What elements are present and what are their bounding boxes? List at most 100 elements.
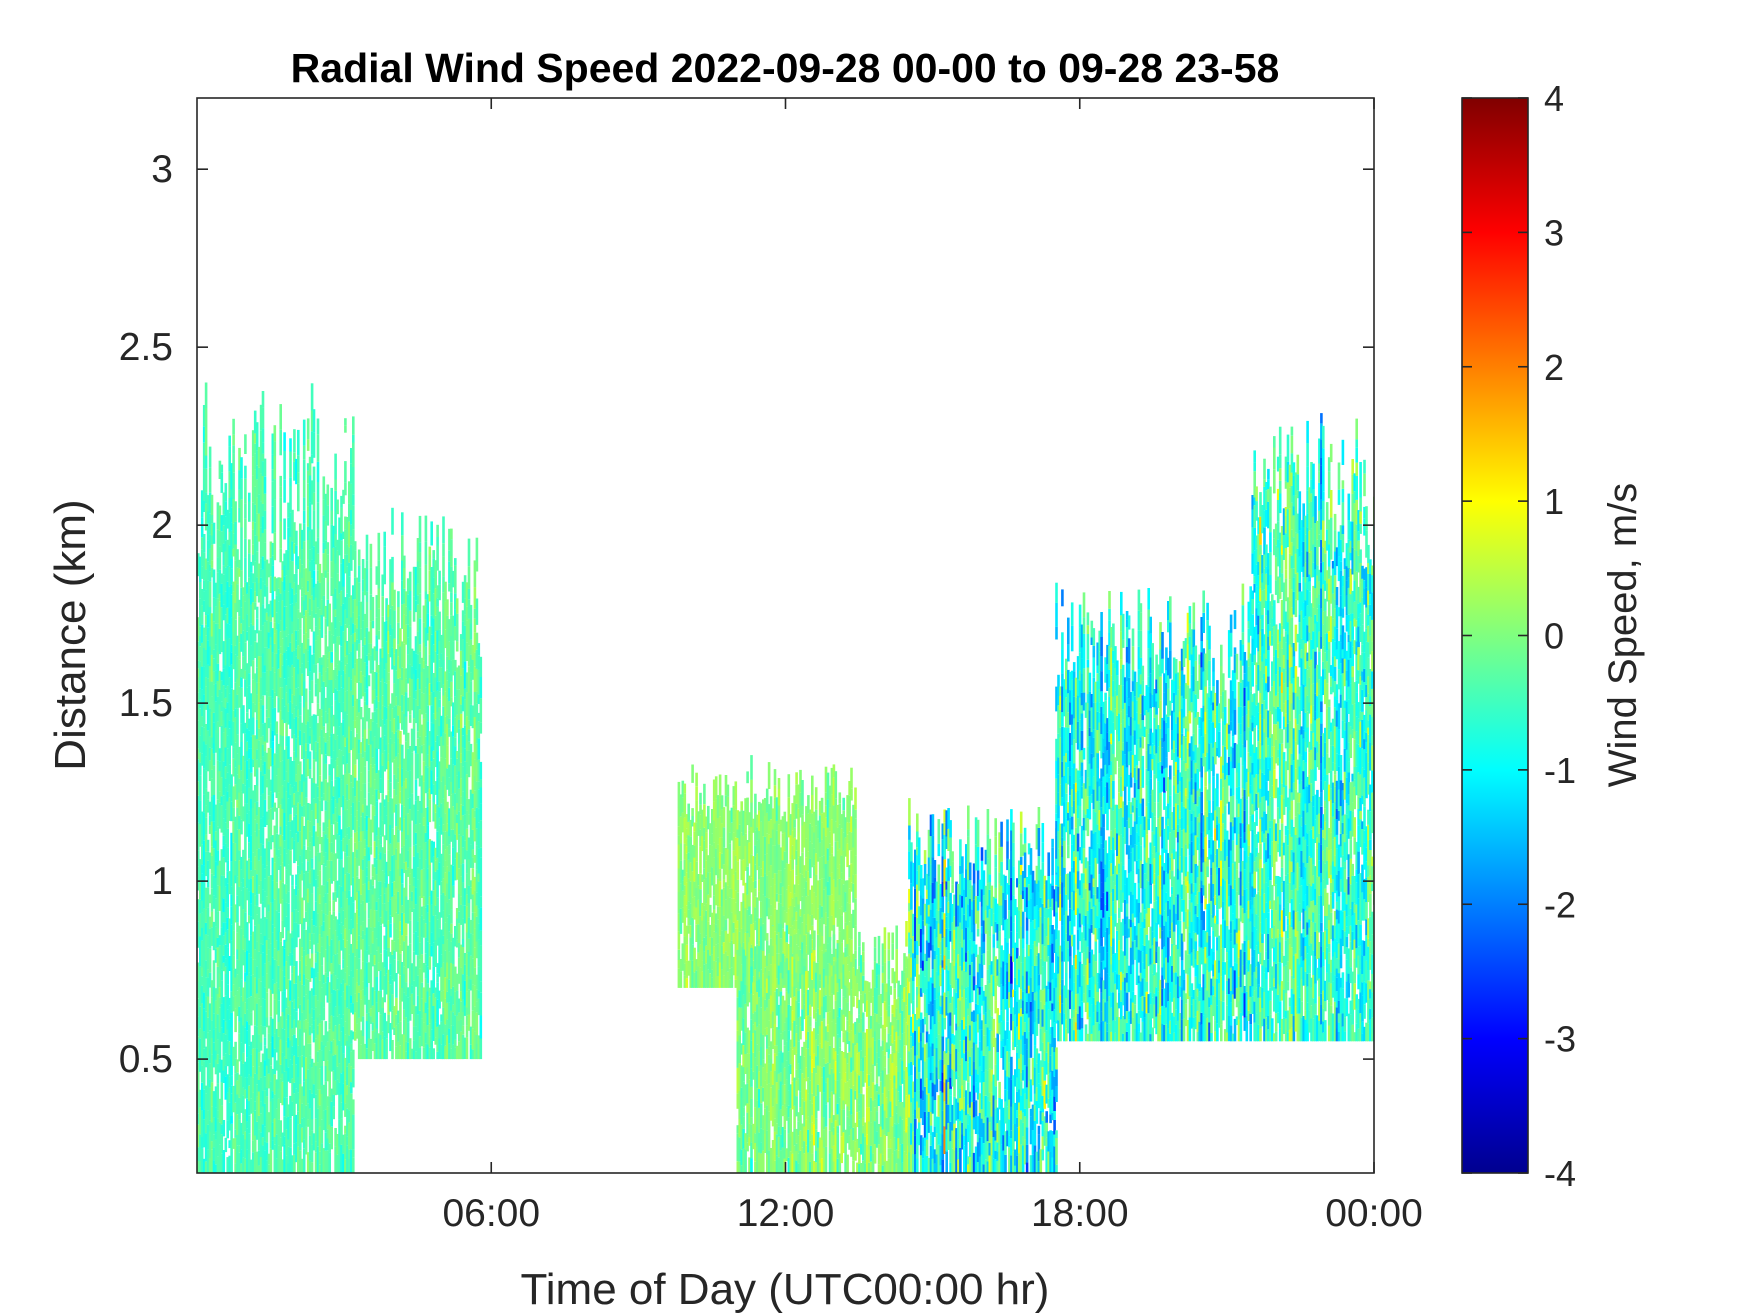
heatmap-cell	[240, 928, 243, 955]
heatmap-cell	[716, 844, 720, 858]
heatmap-cell	[677, 835, 681, 845]
heatmap-cell	[244, 566, 247, 583]
heatmap-cell	[238, 559, 241, 569]
heatmap-cell	[324, 1150, 328, 1173]
heatmap-cell	[206, 935, 210, 948]
heatmap-cell	[299, 960, 302, 974]
heatmap-cell	[328, 1070, 331, 1097]
heatmap-cell	[332, 900, 335, 912]
heatmap-cell	[401, 831, 404, 848]
heatmap-cell	[728, 968, 732, 980]
heatmap-cell	[346, 554, 349, 567]
heatmap-cell	[291, 1001, 294, 1029]
heatmap-cell	[289, 701, 292, 729]
heatmap-cell	[763, 854, 767, 874]
heatmap-cell	[299, 1123, 302, 1151]
heatmap-cell	[403, 992, 406, 1010]
heatmap-cell	[304, 870, 308, 896]
heatmap-cell	[438, 937, 441, 950]
heatmap-cell	[253, 535, 257, 562]
heatmap-cell	[255, 739, 259, 750]
heatmap-cell	[444, 629, 447, 649]
heatmap-cell	[259, 856, 263, 881]
heatmap-cell	[261, 952, 265, 977]
heatmap-cell	[204, 1085, 208, 1094]
heatmap-cell	[410, 752, 414, 765]
heatmap-cell	[791, 898, 794, 918]
heatmap-cell	[811, 826, 814, 844]
heatmap-cell	[291, 761, 294, 788]
heatmap-cell	[709, 973, 712, 988]
heatmap-cell	[208, 666, 212, 682]
heatmap-cell	[463, 1005, 467, 1016]
heatmap-cell	[304, 777, 308, 798]
heatmap-cell	[340, 750, 343, 780]
heatmap-cell	[420, 954, 424, 983]
heatmap-cell	[763, 918, 767, 941]
heatmap-cell	[232, 955, 235, 970]
heatmap-cell	[355, 800, 359, 811]
heatmap-cell	[259, 1025, 263, 1043]
heatmap-cell	[740, 860, 743, 881]
heatmap-cell	[463, 840, 467, 860]
heatmap-cell	[222, 761, 226, 783]
heatmap-cell	[255, 642, 259, 668]
heatmap-cell	[220, 542, 224, 553]
heatmap-cell	[452, 764, 455, 793]
heatmap-cell	[208, 708, 212, 737]
heatmap-cell	[452, 641, 455, 660]
heatmap-cell	[310, 788, 314, 811]
heatmap-cell	[350, 995, 353, 1004]
heatmap-cell	[208, 534, 212, 549]
heatmap-cell	[769, 796, 773, 820]
heatmap-cell	[308, 645, 312, 672]
heatmap-cell	[365, 867, 369, 877]
heatmap-cell	[257, 563, 261, 583]
heatmap-cell	[361, 804, 365, 813]
heatmap-cell	[807, 813, 810, 829]
heatmap-cell	[301, 596, 304, 606]
heatmap-cell	[436, 751, 439, 778]
heatmap-cell	[330, 780, 333, 800]
heatmap-cell	[295, 573, 298, 594]
heatmap-cell	[381, 962, 384, 990]
heatmap-cell	[228, 1140, 231, 1149]
heatmap-cell	[224, 1021, 228, 1035]
heatmap-cell	[218, 530, 222, 546]
heatmap-cell	[355, 733, 359, 748]
heatmap-cell	[416, 654, 420, 679]
heatmap-cell	[281, 665, 284, 688]
heatmap-cell	[334, 700, 337, 727]
heatmap-cell	[773, 845, 777, 874]
heatmap-cell	[404, 778, 408, 789]
heatmap-cell	[412, 566, 416, 575]
heatmap-cell	[255, 667, 259, 683]
heatmap-cell	[302, 1010, 306, 1021]
heatmap-cell	[234, 654, 237, 683]
heatmap-cell	[279, 1137, 282, 1152]
heatmap-cell	[259, 1042, 263, 1051]
heatmap-cell	[422, 825, 426, 843]
heatmap-cell	[302, 541, 306, 569]
heatmap-cell	[228, 471, 231, 498]
heatmap-cell	[214, 1164, 218, 1173]
heatmap-cell	[811, 914, 814, 926]
heatmap-cell	[361, 989, 365, 1017]
heatmap-cell	[799, 934, 802, 950]
heatmap-cell	[677, 781, 681, 808]
heatmap-cell	[250, 1076, 253, 1099]
heatmap-cell	[295, 961, 298, 984]
heatmap-cell	[726, 955, 730, 972]
heatmap-cell	[340, 779, 343, 808]
heatmap-cell	[438, 950, 441, 977]
heatmap-cell	[355, 1023, 359, 1039]
heatmap-cell	[448, 844, 451, 855]
heatmap-cell	[210, 1149, 214, 1173]
heatmap-cell	[797, 857, 800, 885]
heatmap-cell	[302, 568, 306, 594]
heatmap-cell	[406, 813, 410, 835]
heatmap-cell	[355, 698, 359, 717]
heatmap-cell	[281, 946, 284, 971]
heatmap-cell	[220, 899, 224, 928]
heatmap-cell	[479, 907, 483, 931]
